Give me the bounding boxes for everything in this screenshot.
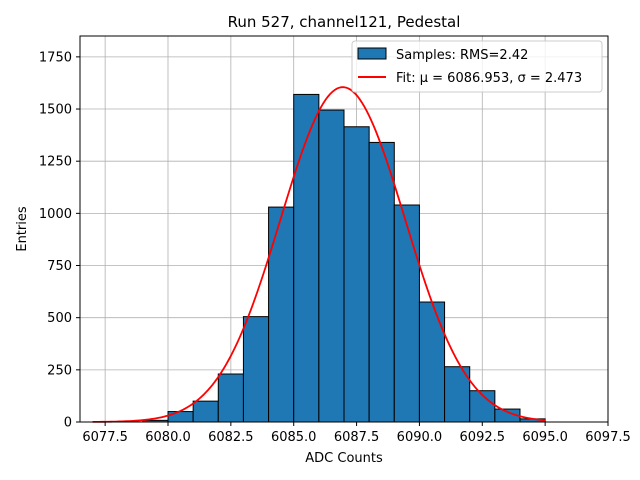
histogram-bar <box>343 126 370 423</box>
y-axis-ticks: 0 250 500 750 1000 1250 1500 1750 <box>39 50 80 431</box>
histogram-bar <box>217 373 244 423</box>
x-tick-label: 6097.5 <box>585 430 631 445</box>
legend-samples-swatch <box>357 47 387 60</box>
histogram-bar <box>293 93 320 423</box>
x-tick-label: 6077.5 <box>82 430 128 445</box>
x-tick-label: 6087.5 <box>334 430 380 445</box>
y-tick-label: 1000 <box>39 207 72 222</box>
legend-fit-label: Fit: μ = 6086.953, σ = 2.473 <box>396 71 582 86</box>
histogram-bar <box>318 109 345 423</box>
legend: Samples: RMS=2.42 Fit: μ = 6086.953, σ =… <box>351 40 603 93</box>
fit-curve <box>92 86 546 423</box>
fit-curve-group <box>92 86 546 423</box>
x-tick-label: 6090.0 <box>397 430 443 445</box>
x-axis-label: ADC Counts <box>305 451 383 466</box>
x-axis-ticks: 6077.5 6080.0 6082.5 6085.0 6087.5 6090.0 6092… <box>82 422 631 445</box>
y-tick-label: 1750 <box>39 50 72 65</box>
legend-samples-label: Samples: RMS=2.42 <box>396 48 528 63</box>
y-tick-label: 0 <box>64 416 72 431</box>
chart-title: Run 527, channel121, Pedestal <box>228 13 461 31</box>
x-tick-label: 6092.5 <box>460 430 506 445</box>
y-tick-label: 500 <box>47 311 72 326</box>
x-tick-label: 6082.5 <box>208 430 254 445</box>
histogram-bar <box>368 141 395 423</box>
legend-box <box>351 40 603 93</box>
plot-frame <box>79 35 609 423</box>
histogram-bars <box>142 93 546 423</box>
histogram-bar <box>393 204 420 423</box>
histogram-bar <box>418 301 446 423</box>
histogram-bar <box>192 400 219 423</box>
y-tick-label: 1250 <box>39 155 72 170</box>
histogram-bar <box>268 206 295 423</box>
x-tick-label: 6085.0 <box>271 430 317 445</box>
x-tick-label: 6080.0 <box>145 430 191 445</box>
y-axis-label: Entries <box>15 206 30 252</box>
x-tick-label: 6095.0 <box>522 430 568 445</box>
y-tick-label: 750 <box>47 259 72 274</box>
histogram-bar <box>242 316 270 423</box>
histogram-bar <box>167 411 194 423</box>
y-tick-label: 250 <box>47 363 72 378</box>
y-tick-label: 1500 <box>39 103 72 118</box>
